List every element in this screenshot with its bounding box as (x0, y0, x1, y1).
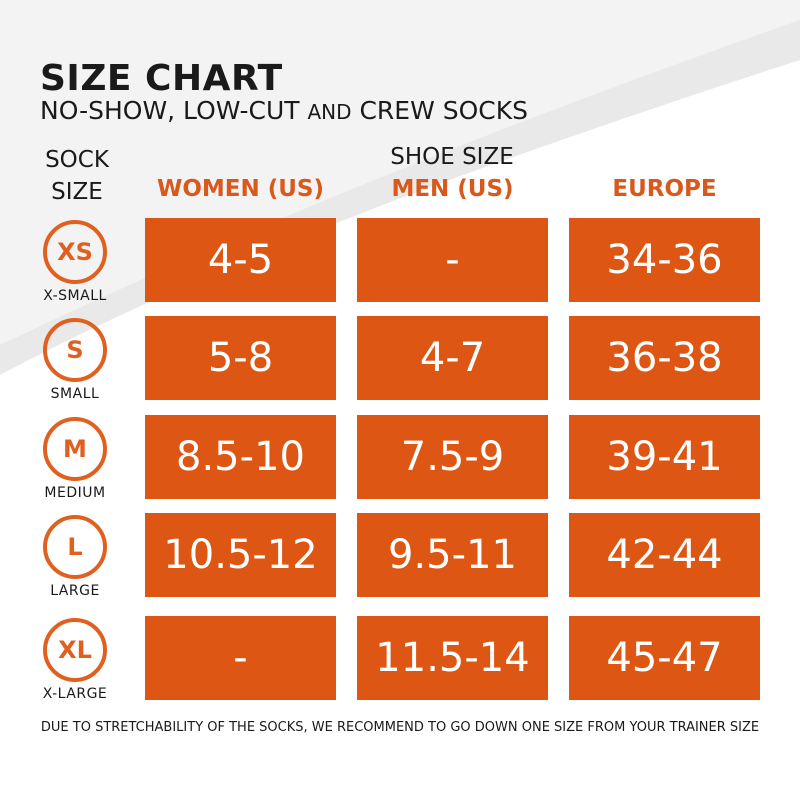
size-name: LARGE (50, 583, 100, 599)
europe-size-cell: 36-38 (569, 316, 760, 400)
column-header-europe: EUROPE (612, 176, 717, 202)
size-name: MEDIUM (44, 485, 106, 501)
subtitle-part-2: AND (307, 100, 352, 124)
men-size-cell: - (357, 218, 548, 302)
europe-size-cell: 39-41 (569, 415, 760, 499)
men-size-cell: 4-7 (357, 316, 548, 400)
shoe-size-header: SHOE SIZE (390, 144, 514, 170)
women-size-cell: - (145, 616, 336, 700)
men-size-cell: 7.5-9 (357, 415, 548, 499)
size-badge: XS (43, 220, 107, 284)
size-name: SMALL (50, 386, 100, 402)
table-row: S SMALL 5-8 4-7 36-38 (0, 316, 800, 416)
europe-size-cell: 45-47 (569, 616, 760, 700)
size-badge: L (43, 515, 107, 579)
table-row: XL X-LARGE - 11.5-14 45-47 (0, 616, 800, 716)
europe-size-cell: 34-36 (569, 218, 760, 302)
men-size-cell: 9.5-11 (357, 513, 548, 597)
size-badge: XL (43, 618, 107, 682)
table-row: M MEDIUM 8.5-10 7.5-9 39-41 (0, 415, 800, 515)
women-size-cell: 10.5-12 (145, 513, 336, 597)
size-name: X-SMALL (43, 288, 107, 304)
sock-size-header: SOCK SIZE (38, 144, 116, 208)
women-size-cell: 5-8 (145, 316, 336, 400)
size-name: X-LARGE (42, 686, 108, 702)
women-size-cell: 4-5 (145, 218, 336, 302)
column-header-men: MEN (US) (391, 176, 514, 202)
subtitle-part-3: CREW SOCKS (351, 96, 529, 125)
subtitle-part-1: NO-SHOW, LOW-CUT (40, 96, 308, 125)
size-badge: S (43, 318, 107, 382)
men-size-cell: 11.5-14 (357, 616, 548, 700)
women-size-cell: 8.5-10 (145, 415, 336, 499)
page-subtitle: NO-SHOW, LOW-CUT AND CREW SOCKS (40, 96, 528, 125)
europe-size-cell: 42-44 (569, 513, 760, 597)
page-title: SIZE CHART (40, 58, 283, 99)
sock-size-header-line2: SIZE (51, 179, 103, 205)
sock-size-header-line1: SOCK (45, 147, 109, 173)
size-badge: M (43, 417, 107, 481)
table-row: XS X-SMALL 4-5 - 34-36 (0, 218, 800, 318)
footnote: DUE TO STRETCHABILITY OF THE SOCKS, WE R… (40, 720, 760, 735)
column-header-women: WOMEN (US) (156, 176, 325, 202)
table-row: L LARGE 10.5-12 9.5-11 42-44 (0, 513, 800, 613)
